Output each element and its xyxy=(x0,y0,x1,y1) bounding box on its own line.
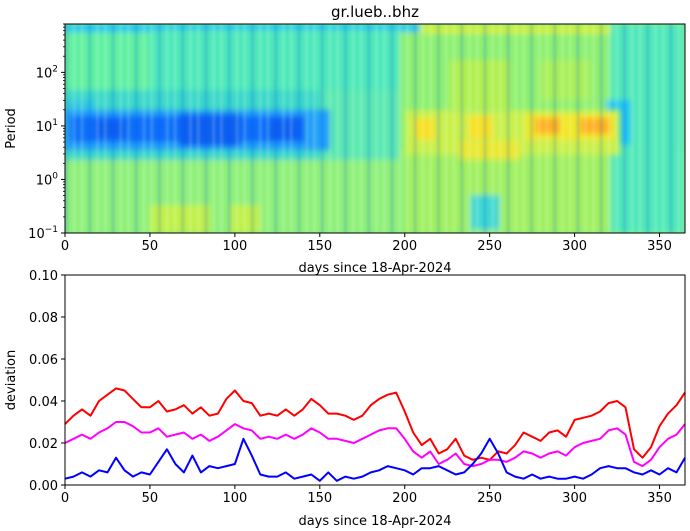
bottom-y-axis: 0.00 0.02 0.04 0.06 0.08 0.10 xyxy=(29,269,65,494)
top-x-tick-label: 50 xyxy=(142,239,159,254)
bottom-x-tick-label: 0 xyxy=(61,491,69,506)
top-x-tick-label: 100 xyxy=(222,239,247,254)
top-x-tick-label: 200 xyxy=(392,239,417,254)
top-x-tick-label: 250 xyxy=(477,239,502,254)
bottom-x-tick-label: 200 xyxy=(392,491,417,506)
bottom-x-axis: 0 50 100 150 200 250 300 350 xyxy=(61,485,672,506)
top-x-axis-label: days since 18-Apr-2024 xyxy=(298,261,451,276)
bottom-x-tick-label: 50 xyxy=(142,491,159,506)
top-y-tick-label: 101 xyxy=(36,118,58,135)
series-line-2 xyxy=(64,421,686,468)
top-y-tick-label: 10−1 xyxy=(28,225,58,242)
bottom-x-tick-label: 350 xyxy=(647,491,672,506)
top-x-axis: 0 50 100 150 200 250 300 350 xyxy=(61,233,672,254)
bottom-x-tick-label: 250 xyxy=(477,491,502,506)
top-y-tick-label: 100 xyxy=(36,171,59,188)
bottom-x-axis-label: days since 18-Apr-2024 xyxy=(298,514,451,529)
bottom-x-tick-label: 150 xyxy=(307,491,332,506)
spectrogram-heatmap xyxy=(65,24,685,233)
bottom-x-tick-label: 300 xyxy=(562,491,587,506)
bottom-y-tick-label: 0.08 xyxy=(29,311,58,326)
top-x-tick-label: 0 xyxy=(61,239,69,254)
series-line-1 xyxy=(64,387,686,461)
bottom-y-tick-label: 0.04 xyxy=(29,395,58,410)
bottom-y-tick-label: 0.00 xyxy=(29,479,58,494)
top-x-tick-label: 350 xyxy=(647,239,672,254)
bottom-y-tick-label: 0.10 xyxy=(29,269,58,284)
bottom-y-axis-label: deviation xyxy=(4,350,19,410)
bottom-y-tick-label: 0.06 xyxy=(29,353,58,368)
top-y-axis-label: Period xyxy=(4,108,19,149)
top-x-tick-label: 300 xyxy=(562,239,587,254)
bottom-x-tick-label: 100 xyxy=(222,491,247,506)
deviation-line-chart: 0 50 100 150 200 250 300 350 0.000.020.040.060.… xyxy=(4,269,686,529)
series-line-3 xyxy=(64,437,686,482)
top-x-tick-label: 150 xyxy=(307,239,332,254)
top-y-tick-label: 102 xyxy=(36,64,58,81)
bottom-y-tick-label: 0.02 xyxy=(29,437,58,452)
chart-title: gr.lueb..bhz xyxy=(331,3,419,21)
top-y-axis: 10−1 100 101 102 xyxy=(28,23,65,242)
